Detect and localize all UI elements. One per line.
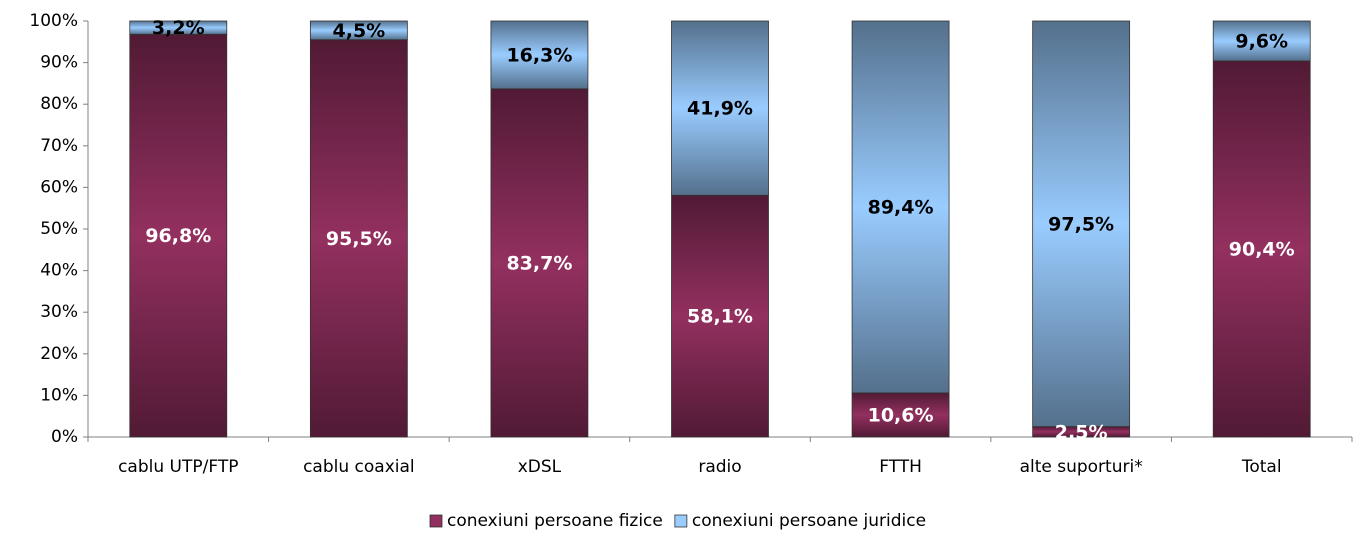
bar-segment bbox=[490, 20, 589, 90]
value-label: 41,9% bbox=[687, 98, 753, 120]
y-tick-label: 30% bbox=[40, 302, 78, 322]
bar-segment bbox=[1212, 20, 1311, 62]
bar-segment bbox=[1212, 60, 1311, 438]
legend-label: conexiuni persoane fizice bbox=[447, 511, 663, 531]
bar-segment bbox=[671, 194, 769, 438]
x-tick-label: cablu coaxial bbox=[303, 457, 415, 477]
legend-swatch bbox=[429, 514, 443, 528]
value-label: 83,7% bbox=[506, 252, 572, 274]
value-label: 58,1% bbox=[687, 306, 753, 328]
x-tick-label: xDSL bbox=[518, 457, 562, 477]
y-tick-label: 70% bbox=[40, 136, 78, 156]
value-label: 3,2% bbox=[152, 17, 205, 39]
value-label: 4,5% bbox=[333, 20, 386, 42]
value-label: 95,5% bbox=[326, 228, 392, 250]
y-tick-label: 80% bbox=[40, 94, 78, 114]
y-tick-label: 90% bbox=[40, 53, 78, 73]
x-tick-label: Total bbox=[1241, 457, 1282, 477]
bar-segment bbox=[851, 392, 950, 438]
legend-swatch bbox=[674, 514, 688, 528]
x-tick-label: FTTH bbox=[879, 457, 922, 477]
legend: conexiuni persoane fizice conexiuni perso… bbox=[429, 511, 926, 531]
y-tick-label: 40% bbox=[40, 261, 78, 281]
y-tick-label: 0% bbox=[51, 427, 78, 447]
bar-segment bbox=[129, 33, 228, 438]
bar-segment bbox=[129, 20, 228, 35]
x-tick-label: alte suporturi* bbox=[1020, 457, 1143, 477]
y-tick-label: 60% bbox=[40, 177, 78, 197]
value-label: 9,6% bbox=[1235, 30, 1288, 52]
bar-segment bbox=[309, 20, 408, 41]
y-tick-label: 20% bbox=[40, 344, 78, 364]
value-label: 90,4% bbox=[1229, 238, 1295, 260]
value-label: 96,8% bbox=[145, 225, 211, 247]
x-tick-label: cablu UTP/FTP bbox=[118, 457, 238, 477]
bar-segment bbox=[490, 88, 589, 438]
value-label: 16,3% bbox=[506, 44, 572, 66]
value-label: 89,4% bbox=[868, 196, 934, 218]
y-tick-label: 100% bbox=[29, 11, 78, 31]
bar-segment bbox=[309, 39, 408, 438]
value-label: 2,5% bbox=[1055, 421, 1108, 443]
bar-segment bbox=[671, 20, 769, 196]
x-tick-label: radio bbox=[698, 457, 741, 477]
bar-segment bbox=[851, 20, 950, 394]
y-tick-label: 50% bbox=[40, 219, 78, 239]
bar-segment bbox=[1032, 20, 1131, 428]
y-tick-label: 10% bbox=[40, 385, 78, 405]
value-label: 97,5% bbox=[1048, 213, 1114, 235]
legend-label: conexiuni persoane juridice bbox=[692, 511, 926, 531]
value-label: 10,6% bbox=[868, 404, 934, 426]
